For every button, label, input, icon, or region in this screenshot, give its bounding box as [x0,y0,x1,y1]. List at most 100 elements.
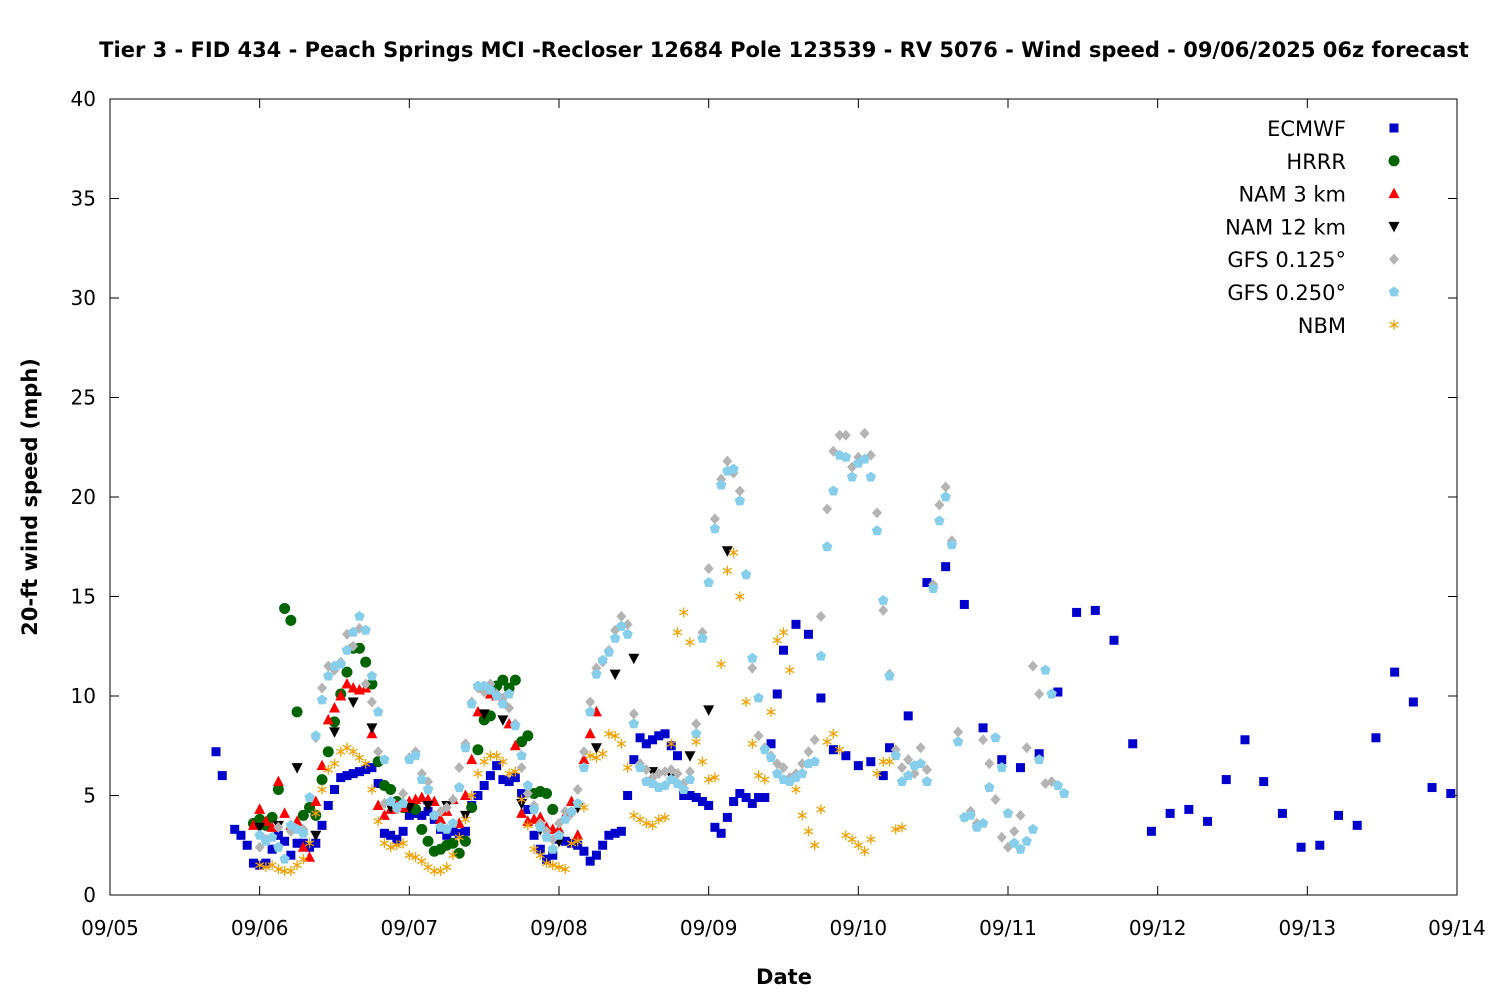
point-nam-3-km [272,775,284,787]
point-nbm [516,794,527,805]
point-ecmwf [392,834,402,844]
point-gfs-0-125 [709,513,720,525]
point-ecmwf [1371,733,1381,743]
point-ecmwf [735,789,745,799]
point-gfs-0-125 [684,766,695,778]
point-nam-3-km [279,807,291,818]
point-nbm [491,750,502,761]
point-nam-3-km [297,841,309,852]
point-nam-12-km [609,669,621,681]
point-ecmwf [367,763,377,773]
point-gfs-0-250 [397,798,409,808]
point-hrrr [547,803,559,815]
point-hrrr [279,602,291,614]
point-ecmwf [417,810,427,820]
point-ecmwf [517,789,527,799]
point-nbm [822,736,832,747]
legend-entry-nbm: NBM [1298,314,1399,338]
point-nam-3-km [310,795,322,806]
x-tick-label: 09/09 [680,916,738,940]
legend-label: ECMWF [1267,117,1346,141]
point-hrrr [447,837,459,849]
point-nbm [666,738,676,749]
point-gfs-0-250 [553,829,565,840]
point-nam-3-km [572,829,584,840]
point-ecmwf [498,775,508,785]
point-nam-3-km [266,821,278,832]
point-gfs-0-250 [1021,835,1032,846]
point-gfs-0-250 [578,762,590,773]
point-ecmwf [1072,607,1082,617]
point-ecmwf [386,830,396,840]
point-gfs-0-250 [691,728,702,739]
point-ecmwf [1221,775,1231,785]
legend-marker-hrrr [1388,155,1400,167]
point-nam-3-km [509,739,521,751]
point-ecmwf [959,599,969,609]
point-ecmwf [379,828,389,838]
point-ecmwf [853,761,863,771]
point-gfs-0-250 [341,644,353,655]
point-nbm [735,591,745,602]
point-gfs-0-125 [859,427,870,439]
point-gfs-0-125 [1009,825,1020,837]
point-gfs-0-250 [1040,664,1051,675]
point-gfs-0-250 [535,821,546,832]
point-nam-12-km [478,709,490,720]
point-gfs-0-250 [946,539,958,550]
point-hrrr [416,823,428,835]
point-nbm [573,836,583,847]
point-ecmwf [398,826,408,836]
point-ecmwf [1446,789,1456,799]
point-hrrr [466,801,478,813]
point-gfs-0-250 [591,668,602,679]
point-ecmwf [1259,777,1269,787]
point-gfs-0-125 [1021,742,1032,754]
point-gfs-0-125 [896,762,907,774]
point-gfs-0-250 [503,688,515,699]
point-ecmwf [828,745,838,755]
legend-entry-hrrr: HRRR [1286,150,1400,174]
point-ecmwf [292,838,302,848]
point-gfs-0-250 [304,792,315,802]
point-gfs-0-250 [522,780,534,790]
point-ecmwf [648,735,658,745]
point-nbm [803,826,814,837]
point-gfs-0-250 [927,583,939,593]
point-gfs-0-125 [934,499,945,511]
point-ecmwf [635,733,645,743]
point-hrrr [472,744,484,756]
point-gfs-0-250 [715,479,727,490]
point-gfs-0-250 [1027,823,1039,834]
point-gfs-0-250 [878,595,889,605]
point-ecmwf [579,846,589,856]
point-ecmwf [529,830,539,840]
point-nbm [566,838,577,849]
point-ecmwf [716,828,726,838]
point-gfs-0-250 [846,471,858,482]
point-ecmwf [591,850,601,860]
point-nbm [304,838,315,849]
point-gfs-0-250 [921,776,933,786]
point-gfs-0-250 [1052,780,1064,790]
point-hrrr [360,656,372,668]
point-nbm [703,774,714,785]
point-nam-3-km [584,727,596,739]
point-nbm [604,728,614,739]
point-nbm [828,728,839,739]
series-ecmwf [211,562,1456,870]
point-nbm [610,730,620,741]
legend-marker-nbm [1389,319,1399,330]
point-gfs-0-125 [778,762,789,774]
legend: ECMWF HRRR NAM 3 km NAM 12 km GFS 0.125° GFS … [1225,117,1400,338]
point-hrrr [285,614,297,626]
point-nam-3-km [534,811,546,822]
point-nam-12-km [329,727,340,738]
point-nbm [797,810,807,821]
point-ecmwf [311,838,321,848]
point-gfs-0-250 [266,831,278,842]
point-gfs-0-250 [747,652,758,663]
point-gfs-0-250 [728,463,739,474]
x-tick-label: 09/13 [1279,916,1337,940]
point-gfs-0-250 [310,730,321,741]
